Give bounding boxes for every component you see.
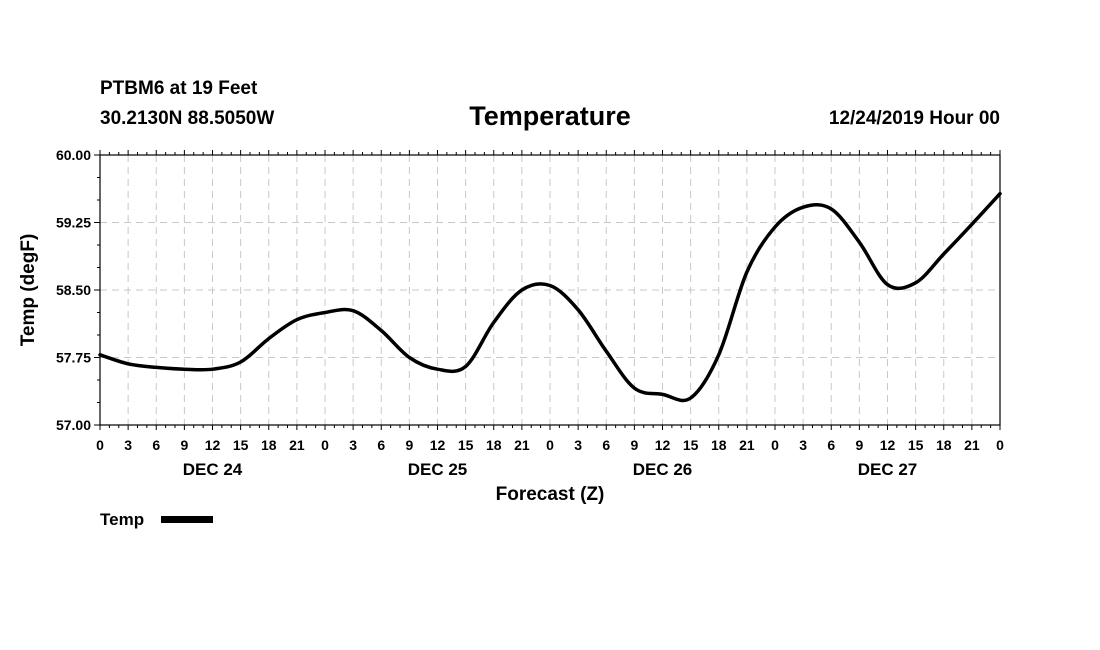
x-tick-label: 6	[602, 437, 610, 453]
legend: Temp	[100, 510, 213, 529]
x-tick-label: 15	[458, 437, 474, 453]
x-tick-label: 3	[574, 437, 582, 453]
x-tick-label: 21	[964, 437, 980, 453]
series-layer	[98, 191, 1002, 403]
y-tick-label: 59.25	[56, 215, 91, 231]
day-labels: DEC 24 DEC 25 DEC 26 DEC 27	[183, 460, 918, 479]
x-tick-label: 21	[739, 437, 755, 453]
x-tick-label: 0	[321, 437, 329, 453]
x-tick-label: 6	[827, 437, 835, 453]
x-tick-label: 21	[514, 437, 530, 453]
issued-time-label: 12/24/2019 Hour 00	[829, 108, 1000, 129]
x-tick-label: 0	[96, 437, 104, 453]
x-tick-label: 9	[180, 437, 188, 453]
grid-lines	[100, 155, 1000, 425]
x-tick-label: 9	[630, 437, 638, 453]
x-tick-label: 0	[546, 437, 554, 453]
x-tick-label: 18	[936, 437, 952, 453]
x-tick-label: 3	[799, 437, 807, 453]
series-line-temp	[98, 191, 1002, 403]
x-tick-label: 12	[880, 437, 896, 453]
y-axis-label: Temp (degF)	[18, 234, 39, 347]
x-tick-label: 18	[486, 437, 502, 453]
chart-title: Temperature	[469, 101, 631, 131]
day-label: DEC 25	[408, 460, 468, 479]
legend-label-temp: Temp	[100, 510, 144, 529]
x-tick-label: 0	[996, 437, 1004, 453]
x-tick-label: 15	[908, 437, 924, 453]
legend-swatch-temp	[161, 516, 213, 523]
x-tick-label: 15	[233, 437, 249, 453]
coordinates-label: 30.2130N 88.5050W	[100, 108, 274, 129]
x-tick-label: 3	[349, 437, 357, 453]
x-tick-label: 21	[289, 437, 305, 453]
x-tick-label: 0	[771, 437, 779, 453]
station-label: PTBM6 at 19 Feet	[100, 78, 258, 99]
x-tick-label: 18	[711, 437, 727, 453]
y-tick-labels: 57.00 57.75 58.50 59.25 60.00	[56, 147, 91, 433]
x-tick-label: 18	[261, 437, 277, 453]
plot-frame	[99, 154, 1001, 426]
x-tick-label: 12	[655, 437, 671, 453]
x-tick-label: 6	[377, 437, 385, 453]
x-tick-labels: 0 3 6 9 12 15 18 21 0 3 6 9 12 15 18 21 0 3 6 9 12 15 18 21 0 3 6 9…	[96, 437, 1004, 453]
x-tick-label: 12	[430, 437, 446, 453]
day-label: DEC 24	[183, 460, 243, 479]
x-tick-label: 15	[683, 437, 699, 453]
x-axis-label: Forecast (Z)	[496, 484, 605, 505]
y-tick-label: 57.75	[56, 350, 91, 366]
x-tick-label: 3	[124, 437, 132, 453]
y-tick-label: 60.00	[56, 147, 91, 163]
x-tick-label: 9	[405, 437, 413, 453]
y-tick-label: 58.50	[56, 282, 91, 298]
x-tick-label: 9	[855, 437, 863, 453]
day-label: DEC 26	[633, 460, 693, 479]
day-label: DEC 27	[858, 460, 918, 479]
x-tick-label: 6	[152, 437, 160, 453]
y-tick-label: 57.00	[56, 417, 91, 433]
x-tick-label: 12	[205, 437, 221, 453]
